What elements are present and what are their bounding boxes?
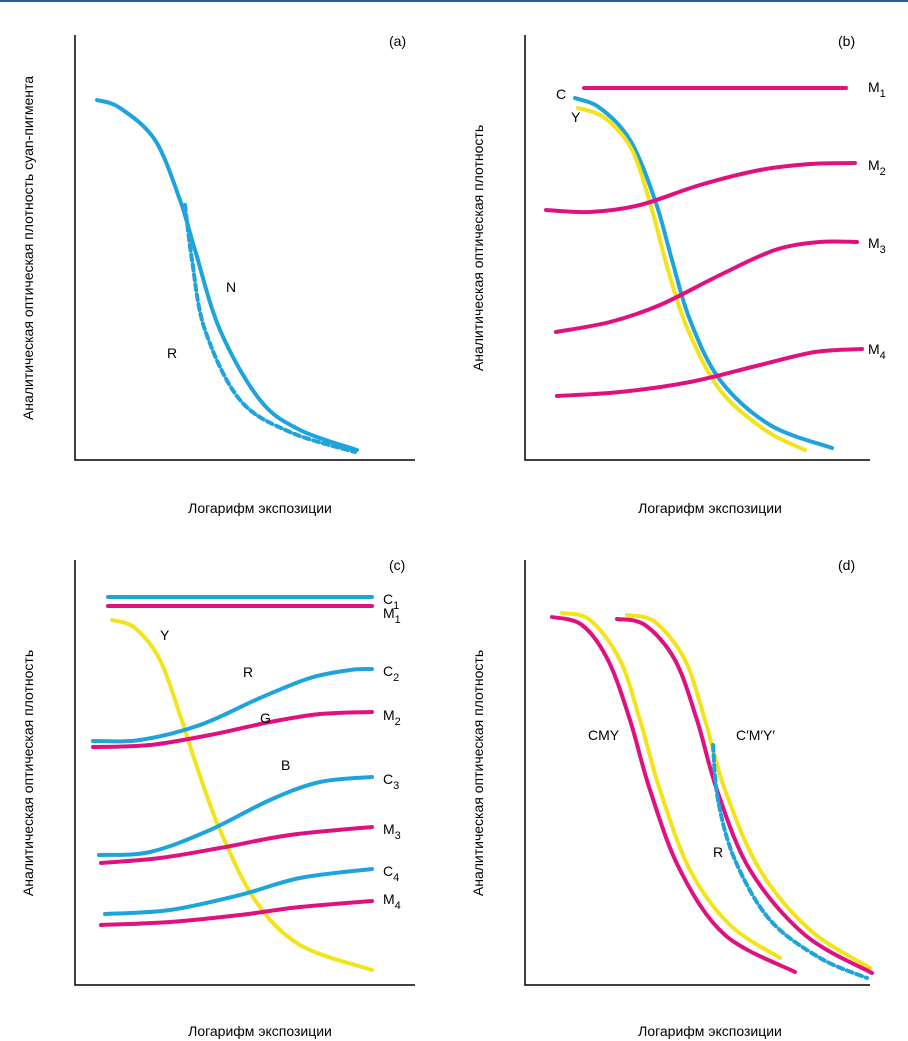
curve-label: M3 bbox=[868, 235, 886, 256]
axes bbox=[524, 35, 870, 461]
series-c2 bbox=[91, 667, 374, 744]
series-c4 bbox=[103, 867, 374, 916]
panel-tag: (a) bbox=[389, 33, 406, 49]
series-m4 bbox=[555, 347, 864, 398]
curve-label: CMY bbox=[588, 727, 620, 743]
curve-label: M3 bbox=[383, 821, 401, 842]
x-axis-label: Логарифм экспозиции bbox=[638, 1023, 782, 1039]
curve-label: B bbox=[281, 757, 290, 773]
series-m3 bbox=[554, 239, 859, 334]
series-m2 bbox=[91, 710, 374, 749]
axes bbox=[74, 35, 415, 461]
series-r bbox=[183, 203, 357, 454]
series-m4 bbox=[99, 899, 374, 927]
curve-label: G bbox=[260, 710, 271, 726]
y-axis-label: Аналитическая оптическая плотность bbox=[470, 125, 486, 371]
curve-label: R bbox=[243, 664, 253, 680]
curve-label: Y bbox=[571, 109, 581, 125]
top-rule bbox=[0, 0, 908, 2]
panel-b: (b) CY M1 M2 M3 M4 Логарифм экспозиции Аналитич… bbox=[470, 33, 886, 516]
series-c bbox=[573, 96, 834, 450]
curve-label: M2 bbox=[383, 707, 401, 728]
series-c-m-y- bbox=[615, 617, 874, 975]
x-axis-label: Логарифм экспозиции bbox=[188, 1023, 332, 1039]
y-axis-label: Аналитическая оптическая плотность cyan-… bbox=[20, 76, 36, 420]
curve-label: C bbox=[556, 86, 566, 102]
panel-tag: (c) bbox=[389, 557, 405, 573]
x-axis-label: Логарифм экспозиции bbox=[638, 500, 782, 516]
panel-d: (d) CMY C′M′Y′ R Логарифм экспозиции Аналитич… bbox=[470, 557, 874, 1039]
panel-tag: (d) bbox=[838, 557, 855, 573]
curve-label: R bbox=[713, 844, 723, 860]
curve-label: C′M′Y′ bbox=[736, 727, 775, 743]
curve-label: C1 bbox=[383, 591, 399, 612]
y-axis-label: Аналитическая оптическая плотность bbox=[20, 650, 36, 896]
series-y bbox=[576, 106, 807, 452]
curve-label: Y bbox=[160, 627, 170, 643]
panel-a: (a) N R Логарифм экспозиции Аналитическая оп… bbox=[20, 33, 415, 516]
series-m2 bbox=[544, 161, 857, 215]
series-r bbox=[711, 743, 869, 980]
curve-label: N bbox=[226, 279, 236, 295]
series-c3 bbox=[97, 775, 374, 857]
curve-label: M2 bbox=[868, 157, 886, 178]
curve-label: M4 bbox=[383, 891, 401, 912]
curve-label: R bbox=[167, 345, 177, 361]
curve-label: C3 bbox=[383, 771, 399, 792]
y-axis-label: Аналитическая оптическая плотность bbox=[470, 650, 486, 896]
panel-tag: (b) bbox=[838, 33, 855, 49]
x-axis-label: Логарифм экспозиции bbox=[188, 500, 332, 516]
curve-label: M1 bbox=[383, 605, 401, 626]
curve-label: C4 bbox=[383, 863, 399, 884]
series-c-m-y-yellow bbox=[625, 613, 872, 970]
series-m3 bbox=[99, 825, 374, 865]
axes bbox=[74, 560, 415, 986]
curve-label: M4 bbox=[868, 341, 886, 362]
curve-label: C2 bbox=[383, 663, 399, 684]
series-y bbox=[110, 618, 374, 972]
axes bbox=[524, 560, 870, 986]
series-cmy bbox=[550, 615, 797, 974]
curve-label: M1 bbox=[868, 79, 886, 100]
series-n bbox=[95, 98, 359, 452]
series-cmy-yellow bbox=[560, 611, 782, 960]
